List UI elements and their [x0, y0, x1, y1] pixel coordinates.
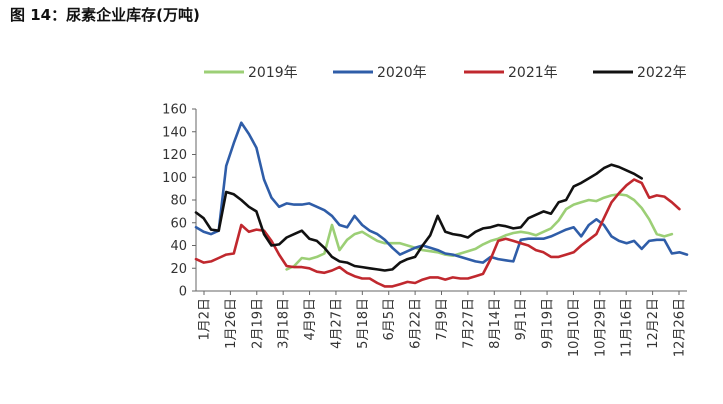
- y-tick-label: 0: [179, 285, 187, 300]
- x-tick-label: 12月2日: [646, 298, 661, 349]
- series-lines: [194, 121, 689, 288]
- legend-label: 2022年: [637, 65, 687, 81]
- y-tick-label: 160: [162, 103, 187, 118]
- y-axis-ticks: 0 20 40 60 80 100 120 140 160: [162, 103, 196, 300]
- x-tick-label: 1月2日: [198, 298, 213, 341]
- x-tick-label: 12月26日: [673, 298, 688, 357]
- x-tick-label: 4月9日: [303, 298, 318, 341]
- y-tick-label: 100: [162, 171, 187, 186]
- x-tick-label: 8月14日: [488, 298, 503, 349]
- legend-label: 2021年: [508, 65, 558, 81]
- x-tick-label: 10月10日: [567, 298, 582, 357]
- y-tick-label: 140: [162, 125, 187, 140]
- x-tick-label: 6月22日: [409, 298, 424, 349]
- x-axis-ticks: 1月2日 1月26日 2月19日 3月18日 4月9日 4月27日 5月18日 6月5日 6月2…: [198, 291, 688, 357]
- x-tick-label: 1月26日: [224, 298, 239, 349]
- x-tick-label: 11月16日: [620, 298, 635, 357]
- x-tick-label: 3月18日: [277, 298, 292, 349]
- series-line-2020年: [194, 121, 689, 264]
- x-tick-label: 5月18日: [356, 298, 371, 349]
- legend-label: 2019年: [248, 65, 298, 81]
- series-line-2021年: [194, 178, 681, 288]
- y-tick-label: 80: [170, 194, 187, 209]
- x-tick-label: 6月5日: [382, 298, 397, 341]
- y-tick-label: 40: [170, 239, 187, 254]
- chart-title: 图 14：尿素企业库存(万吨): [10, 6, 200, 24]
- legend-label: 2020年: [377, 65, 427, 81]
- series-line-2022年: [194, 163, 643, 272]
- legend: 2019年 2020年 2021年 2022年: [204, 65, 687, 81]
- x-tick-label: 9月1日: [514, 298, 529, 341]
- x-tick-label: 9月19日: [541, 298, 556, 349]
- x-tick-label: 7月9日: [435, 298, 450, 341]
- x-tick-label: 2月19日: [250, 298, 265, 349]
- x-tick-label: 4月27日: [329, 298, 344, 349]
- series-line-2019年: [285, 193, 674, 271]
- y-tick-label: 20: [170, 262, 187, 277]
- x-tick-label: 7月27日: [461, 298, 476, 349]
- y-tick-label: 60: [170, 216, 187, 231]
- x-tick-label: 10月29日: [593, 298, 608, 357]
- y-tick-label: 120: [162, 148, 187, 163]
